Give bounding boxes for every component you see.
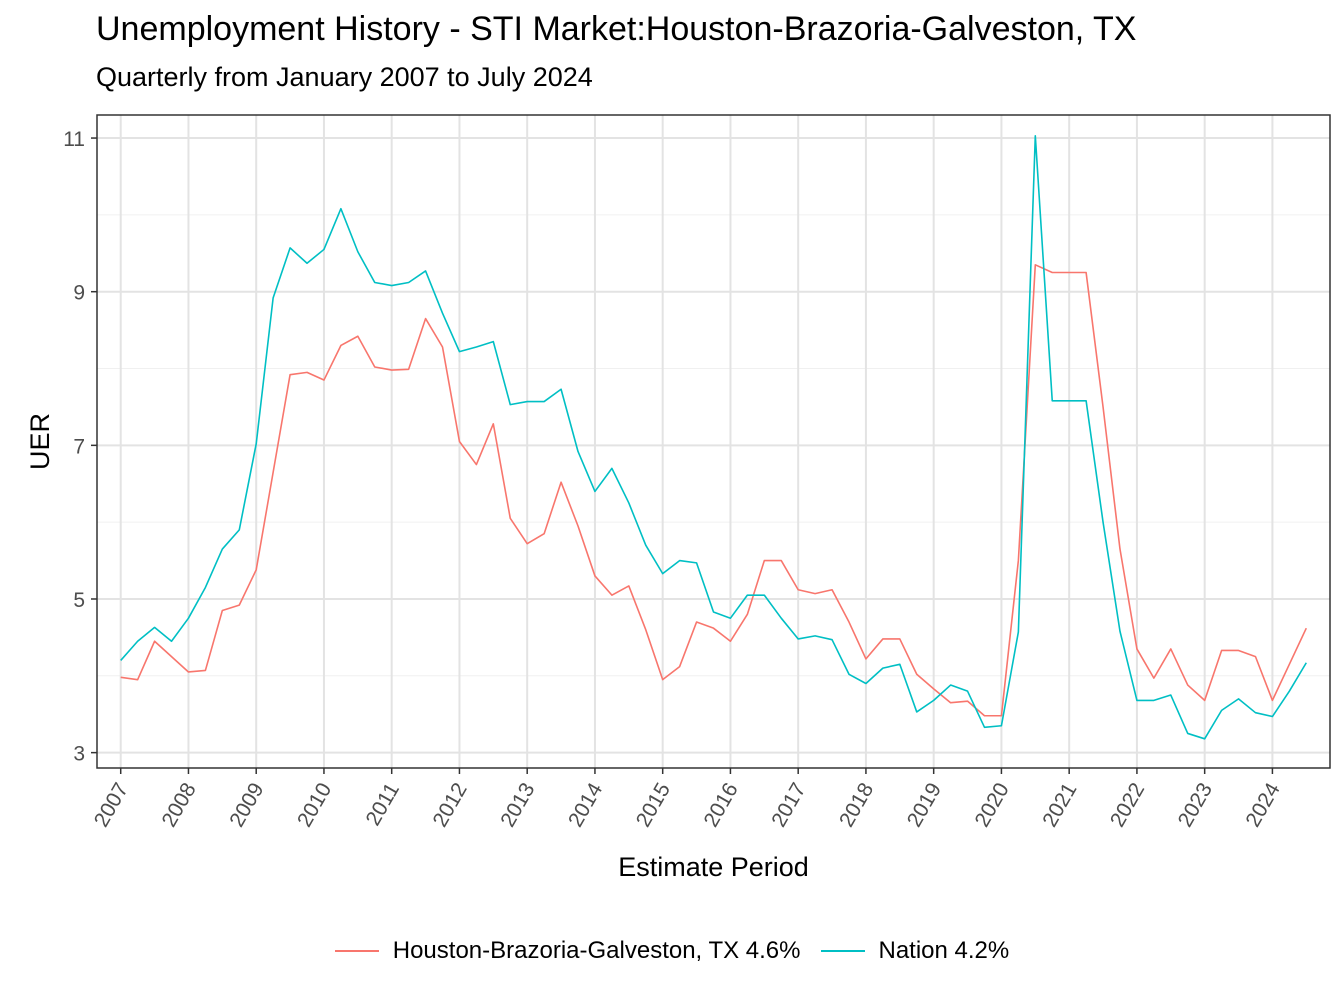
axes: 3 5 7 9 11 2007 2008 2009 2010 2011 2012 2013 2014 20… [63, 128, 1285, 831]
y-tick-label: 11 [63, 128, 85, 151]
x-tick-label: 2018 [835, 779, 878, 831]
x-tick-label: 2022 [1106, 779, 1149, 831]
x-tick-label: 2023 [1174, 779, 1217, 831]
y-axis-label: UER [25, 413, 55, 470]
x-tick-label: 2019 [903, 779, 946, 831]
legend-item-nation: Nation 4.2% [820, 937, 1010, 965]
legend-label-nation: Nation 4.2% [878, 937, 1010, 964]
x-tick-label: 2007 [90, 779, 133, 831]
legend-key-houston [334, 950, 379, 952]
x-tick-label: 2017 [767, 779, 810, 831]
chart-title: Unemployment History - STI Market:Housto… [96, 10, 1137, 48]
x-tick-label: 2024 [1241, 779, 1284, 831]
x-tick-label: 2016 [699, 779, 742, 831]
x-tick-label: 2021 [1038, 779, 1081, 831]
x-tick-label: 2013 [496, 779, 539, 831]
x-tick-label: 2010 [293, 779, 336, 831]
x-tick-label: 2020 [970, 779, 1013, 831]
chart-subtitle: Quarterly from January 2007 to July 2024 [96, 62, 593, 92]
y-tick-label: 9 [73, 282, 85, 305]
y-tick-label: 5 [73, 589, 85, 612]
y-tick-label: 7 [73, 435, 85, 458]
series-line-nation [120, 134, 1307, 740]
x-tick-label: 2008 [158, 779, 201, 831]
legend-label-houston: Houston-Brazoria-Galveston, TX 4.6% [392, 937, 801, 964]
legend: Houston-Brazoria-Galveston, TX 4.6% Nati… [0, 937, 1344, 965]
legend-key-nation [820, 950, 865, 952]
x-tick-label: 2012 [428, 779, 471, 831]
x-tick-label: 2009 [225, 779, 268, 831]
panel-border [96, 114, 1331, 769]
x-tick-label: 2011 [362, 779, 405, 830]
series-lines [120, 134, 1308, 740]
grid-lines [97, 115, 1330, 768]
x-axis-label: Estimate Period [618, 852, 809, 882]
legend-item-houston: Houston-Brazoria-Galveston, TX 4.6% [334, 937, 801, 965]
series-line-houston [120, 264, 1308, 717]
y-tick-label: 3 [73, 743, 85, 766]
x-tick-label: 2015 [632, 779, 675, 831]
x-tick-label: 2014 [564, 779, 607, 831]
